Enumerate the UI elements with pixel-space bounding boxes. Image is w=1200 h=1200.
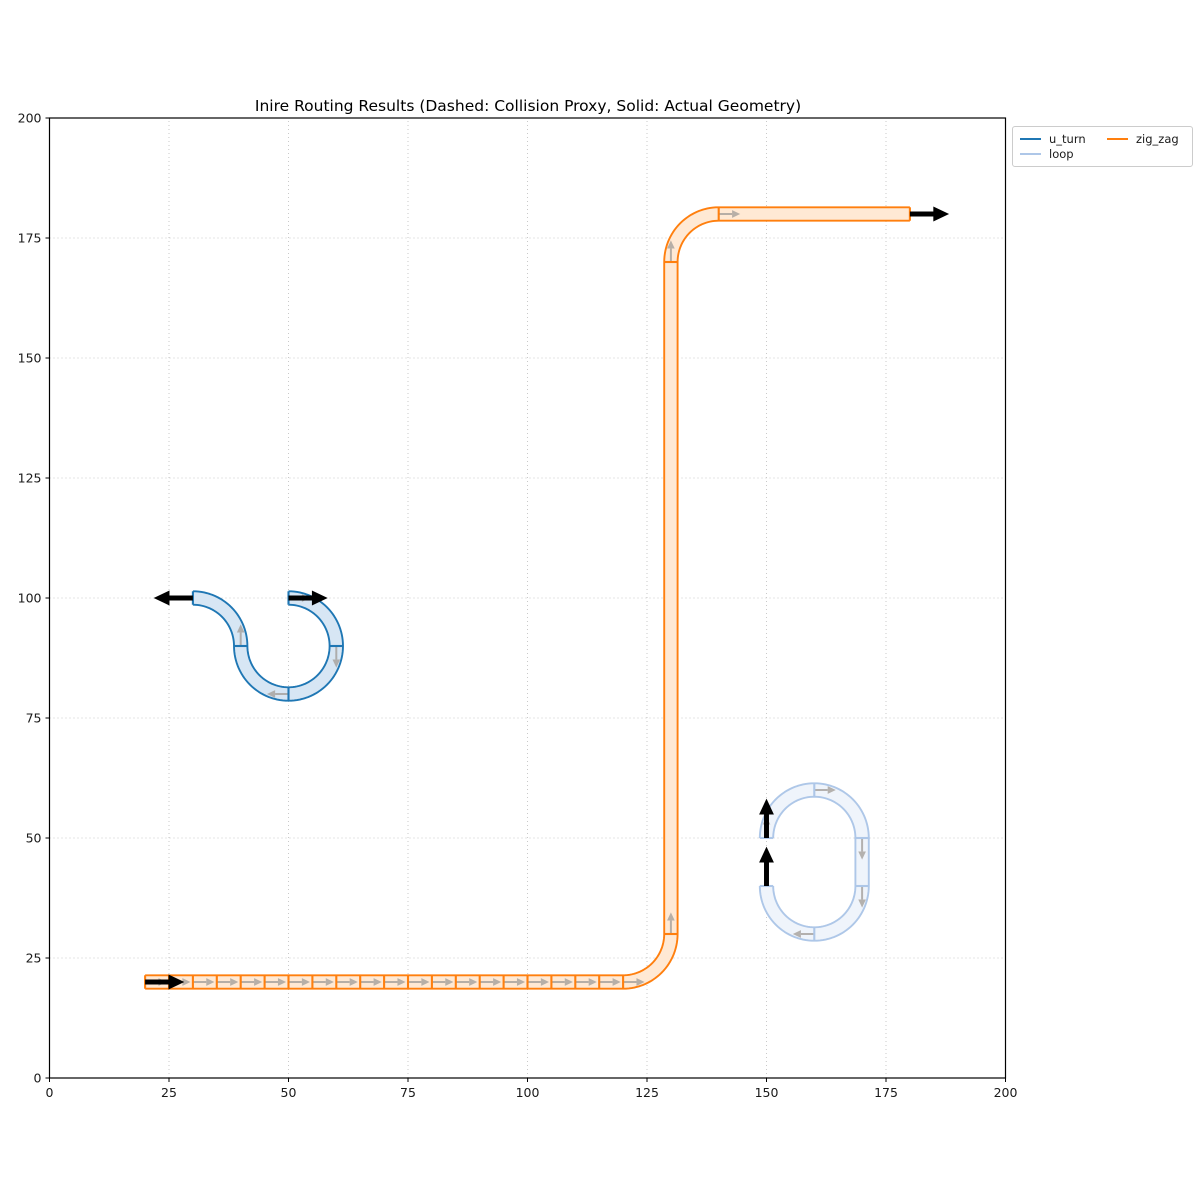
- svg-text:150: 150: [18, 350, 42, 365]
- legend-label-u_turn: u_turn: [1049, 132, 1086, 147]
- legend-label-loop: loop: [1049, 146, 1074, 161]
- svg-text:100: 100: [516, 1085, 540, 1100]
- y-axis: 0 25 50 75 100 125 150 175 200: [18, 110, 50, 1085]
- svg-text:25: 25: [26, 950, 42, 965]
- legend-item-loop[interactable]: loop: [1020, 147, 1097, 161]
- svg-text:75: 75: [26, 710, 42, 725]
- x-axis: 0 25 50 75 100 125 150 175 200: [46, 1078, 1018, 1100]
- svg-text:100: 100: [18, 590, 42, 605]
- route-loop: [758, 782, 870, 942]
- legend-line-loop: [1020, 152, 1041, 155]
- svg-text:125: 125: [635, 1085, 659, 1100]
- svg-text:200: 200: [994, 1085, 1018, 1100]
- svg-text:200: 200: [18, 110, 42, 125]
- legend: u_turn loop zig_zag: [1012, 126, 1193, 167]
- svg-text:0: 0: [46, 1085, 54, 1100]
- legend-item-zig_zag[interactable]: zig_zag: [1107, 132, 1184, 146]
- svg-text:150: 150: [755, 1085, 779, 1100]
- svg-text:175: 175: [18, 230, 42, 245]
- svg-text:0: 0: [34, 1070, 42, 1085]
- plot-title: Inire Routing Results (Dashed: Collision…: [254, 97, 802, 115]
- route-u_turn: [153, 590, 344, 702]
- svg-text:75: 75: [400, 1085, 416, 1100]
- legend-item-u_turn[interactable]: u_turn: [1020, 132, 1097, 146]
- route-zig_zag: [144, 206, 950, 990]
- legend-line-zig_zag: [1107, 138, 1128, 141]
- grid: [49, 118, 1006, 1078]
- svg-text:125: 125: [18, 470, 42, 485]
- legend-line-u_turn: [1020, 138, 1041, 141]
- svg-text:50: 50: [281, 1085, 297, 1100]
- svg-text:175: 175: [874, 1085, 898, 1100]
- svg-text:50: 50: [26, 830, 42, 845]
- svg-text:25: 25: [161, 1085, 177, 1100]
- legend-label-zig_zag: zig_zag: [1136, 132, 1179, 147]
